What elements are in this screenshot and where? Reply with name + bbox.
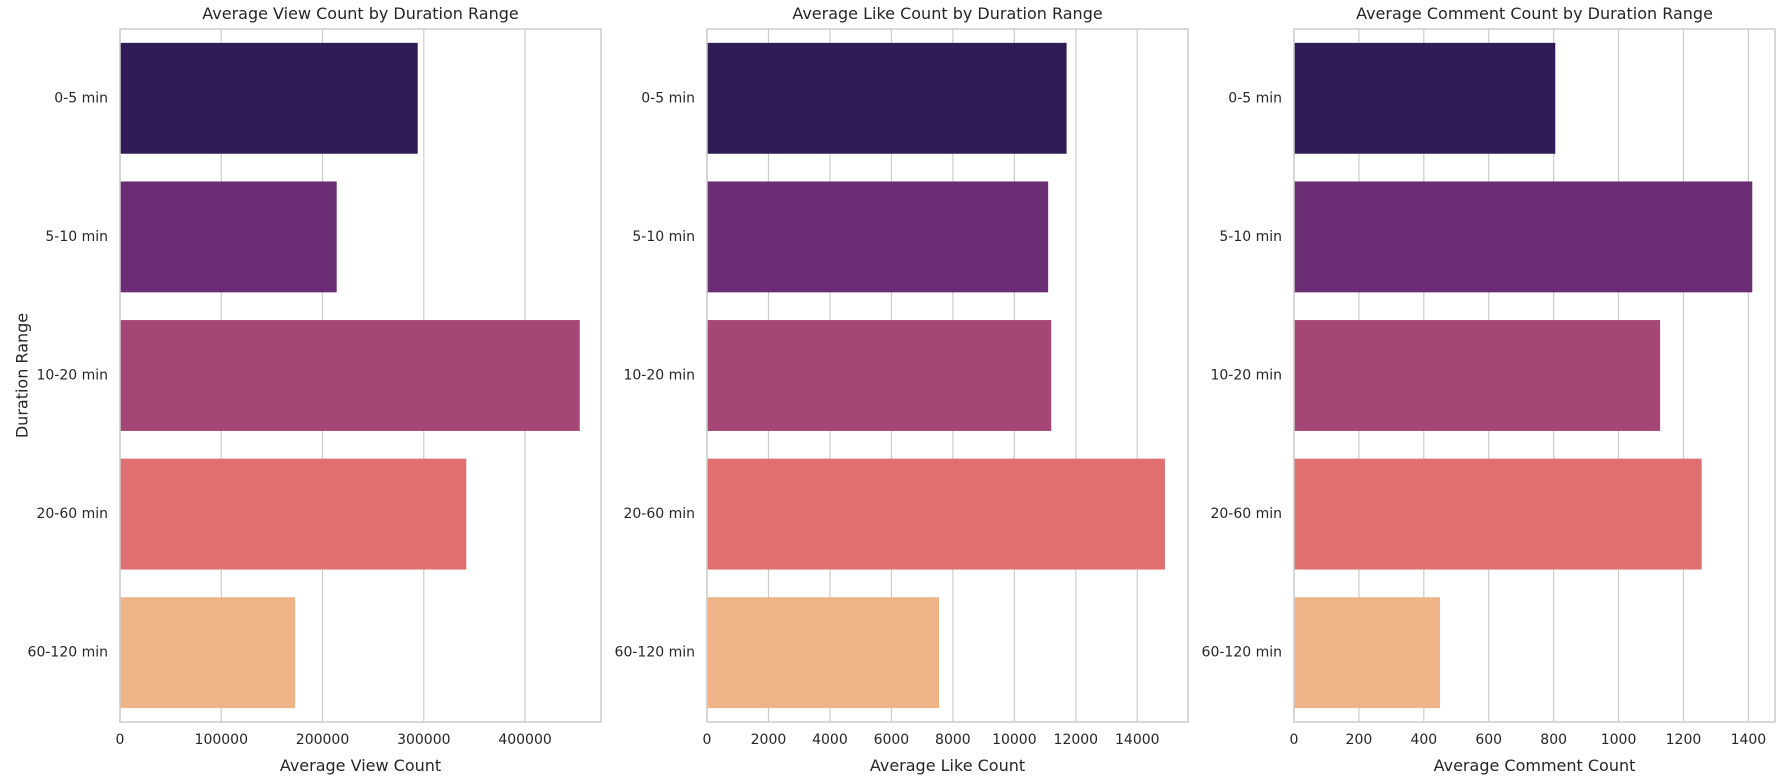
y-tick-label: 60-120 min — [615, 645, 695, 661]
x-tick-label: 4000 — [812, 732, 848, 748]
chart-title: Average Like Count by Duration Range — [792, 4, 1102, 23]
x-tick-label: 0 — [1290, 732, 1299, 748]
bar-60-120-min — [1294, 597, 1441, 709]
y-tick-label: 0-5 min — [1228, 90, 1282, 106]
x-tick-label: 14000 — [1115, 732, 1160, 748]
chart-panel-1: 0-5 min 5-10 min 10-20 min 20-60 min 60-120 … — [13, 4, 602, 775]
x-tick-label: 8000 — [935, 732, 971, 748]
y-tick-label: 0-5 min — [641, 90, 695, 106]
x-axis-label: Average Comment Count — [1434, 756, 1636, 775]
x-tick-label: 100000 — [195, 732, 248, 748]
bar-20-60-min — [1294, 458, 1702, 570]
x-tick-label: 10000 — [992, 732, 1037, 748]
x-tick-label: 0 — [703, 732, 712, 748]
bar-5-10-min — [707, 181, 1049, 293]
bar-60-120-min — [707, 597, 940, 709]
x-axis-label: Average Like Count — [870, 756, 1025, 775]
y-tick-label: 5-10 min — [632, 229, 695, 245]
x-tick-label: 400000 — [498, 732, 551, 748]
bar-5-10-min — [1294, 181, 1753, 293]
x-tick-label: 2000 — [751, 732, 787, 748]
bar-10-20-min — [707, 320, 1052, 431]
x-tick-label: 300000 — [397, 732, 450, 748]
bar-10-20-min — [120, 320, 580, 431]
bar-10-20-min — [1294, 320, 1661, 431]
bar-0-5-min — [1294, 42, 1556, 154]
chart-title: Average View Count by Duration Range — [202, 4, 518, 23]
y-tick-label: 10-20 min — [36, 368, 108, 384]
plot-frame — [1293, 28, 1776, 723]
y-tick-label: 60-120 min — [28, 645, 108, 661]
y-tick-label: 20-60 min — [623, 506, 695, 522]
x-axis-label: Average View Count — [280, 756, 441, 775]
chart-title: Average Comment Count by Duration Range — [1356, 4, 1713, 23]
y-tick-label: 10-20 min — [623, 368, 695, 384]
bar-20-60-min — [120, 458, 467, 570]
x-tick-label: 600 — [1475, 732, 1502, 748]
plot-frame — [119, 28, 602, 723]
x-tick-label: 400 — [1410, 732, 1437, 748]
y-tick-label: 10-20 min — [1210, 368, 1282, 384]
bar-20-60-min — [707, 458, 1165, 570]
bar-0-5-min — [120, 42, 418, 154]
x-tick-label: 200 — [1346, 732, 1373, 748]
y-tick-label: 5-10 min — [1219, 229, 1282, 245]
chart-panel-3: 0-5 min 5-10 min 10-20 min 20-60 min 60-120 … — [1202, 4, 1776, 775]
y-tick-label: 60-120 min — [1202, 645, 1282, 661]
x-tick-label: 12000 — [1054, 732, 1099, 748]
y-tick-label: 0-5 min — [54, 90, 108, 106]
x-tick-label: 0 — [116, 732, 125, 748]
x-tick-label: 1400 — [1731, 732, 1767, 748]
x-tick-label: 1000 — [1601, 732, 1637, 748]
x-tick-label: 6000 — [874, 732, 910, 748]
y-tick-label: 20-60 min — [36, 506, 108, 522]
bar-60-120-min — [120, 597, 296, 709]
x-tick-label: 200000 — [296, 732, 349, 748]
x-tick-label: 1200 — [1666, 732, 1702, 748]
y-tick-label: 5-10 min — [45, 229, 108, 245]
y-axis-label: Duration Range — [13, 313, 32, 438]
bar-0-5-min — [707, 42, 1067, 154]
bar-5-10-min — [120, 181, 337, 293]
plot-frame — [706, 28, 1189, 723]
chart-panel-2: 0-5 min 5-10 min 10-20 min 20-60 min 60-120 … — [615, 4, 1189, 775]
x-tick-label: 800 — [1540, 732, 1567, 748]
y-tick-label: 20-60 min — [1210, 506, 1282, 522]
